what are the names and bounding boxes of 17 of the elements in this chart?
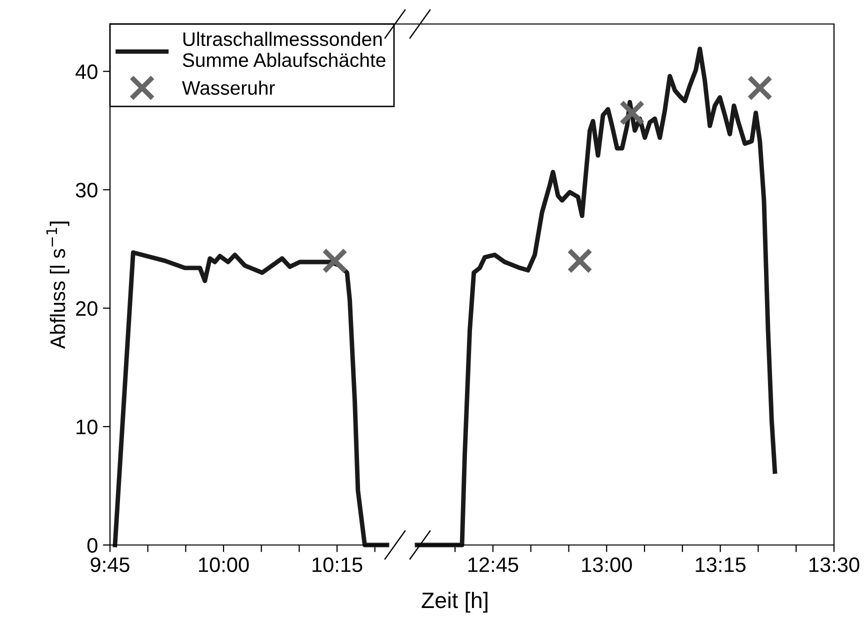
y-tick-label: 20 (76, 301, 98, 316)
x-axis-title: Zeit [h] (422, 592, 488, 613)
x-tick-label: 13:15 (696, 557, 746, 572)
y-tick-label: 40 (76, 64, 98, 80)
x-tick-label: 13:00 (582, 557, 632, 572)
y-tick-label: 0 (87, 538, 98, 553)
y-axis-title: Abfluss [l s$^{−1}$] (46, 222, 70, 349)
y-tick-label: 30 (76, 182, 98, 198)
x-tick-label: 10:00 (199, 557, 249, 572)
x-tick-label: 10:15 (312, 557, 362, 572)
x-tick-label: 9:45 (90, 557, 130, 572)
x-tick-label: 12:45 (468, 557, 518, 572)
y-tick-label: 10 (76, 420, 98, 434)
legend-label: Ultraschallmesssonden Summe Ablaufschächte (182, 32, 386, 68)
line-series (112, 250, 390, 548)
legend-label: Wasseruhr (182, 80, 275, 95)
x-tick-label: 13:30 (810, 557, 860, 572)
